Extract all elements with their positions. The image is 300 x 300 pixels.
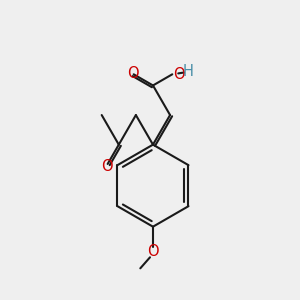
Text: O: O bbox=[101, 159, 113, 174]
Text: O: O bbox=[147, 244, 159, 260]
Text: O: O bbox=[173, 67, 184, 82]
Text: H: H bbox=[182, 64, 193, 80]
Text: O: O bbox=[127, 66, 139, 81]
